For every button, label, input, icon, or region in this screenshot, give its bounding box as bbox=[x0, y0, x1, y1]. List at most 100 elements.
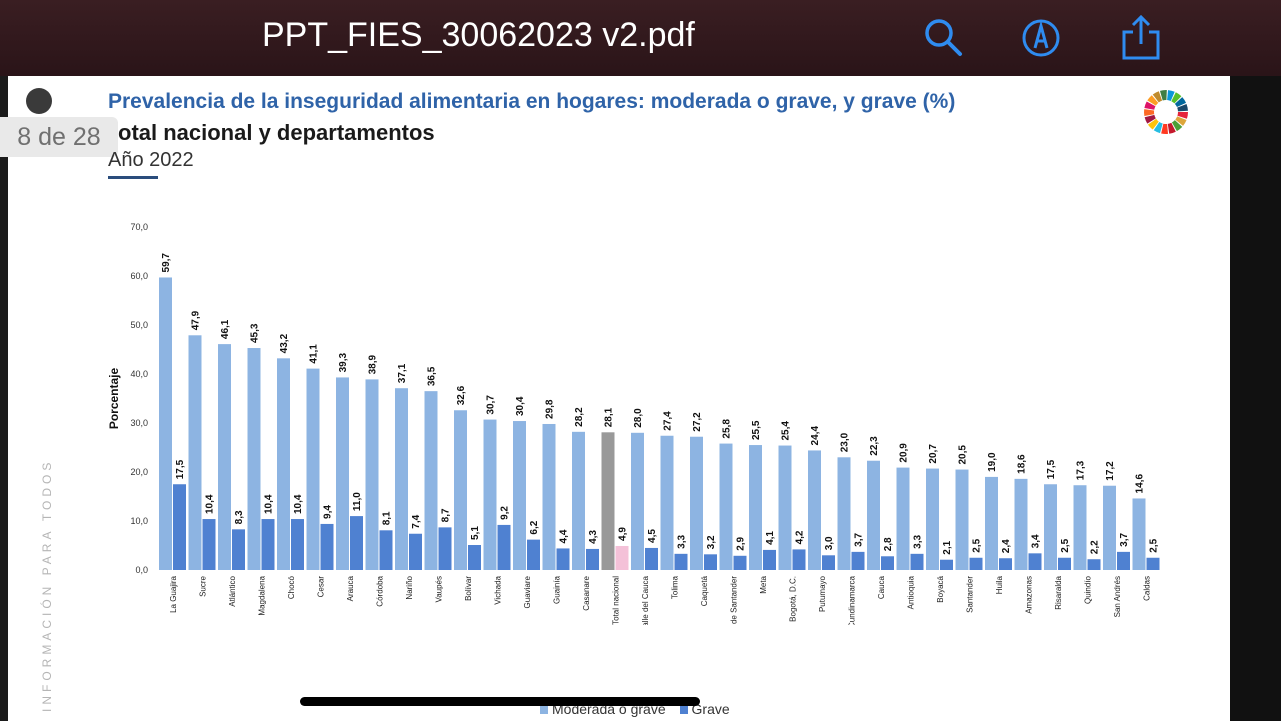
side-slogan: INFORMACIÓN PARA TODOS bbox=[40, 458, 54, 712]
data-label-grave: 7,4 bbox=[411, 514, 422, 528]
x-category-label: Amazonas bbox=[1025, 576, 1034, 614]
data-label-grave: 10,4 bbox=[205, 494, 216, 514]
share-icon[interactable] bbox=[1118, 14, 1164, 60]
x-category-label: Valle del Cauca bbox=[641, 575, 650, 625]
bar-grave bbox=[881, 556, 894, 570]
data-label-moderada: 32,6 bbox=[456, 385, 467, 405]
document-title: PPT_FIES_30062023 v2.pdf bbox=[262, 16, 695, 54]
x-category-label: Bolívar bbox=[464, 576, 473, 601]
data-label-grave: 4,3 bbox=[588, 530, 599, 544]
bar-grave bbox=[1146, 557, 1160, 570]
data-label-moderada: 59,7 bbox=[161, 253, 172, 273]
data-label-grave: 2,1 bbox=[942, 540, 953, 554]
sdg-segment bbox=[1159, 90, 1167, 101]
bar-grave bbox=[409, 533, 422, 570]
x-category-label: Vichada bbox=[494, 575, 503, 604]
data-label-grave: 2,5 bbox=[1060, 538, 1071, 552]
data-label-moderada: 25,4 bbox=[781, 421, 792, 441]
data-label-grave: 2,9 bbox=[736, 536, 747, 550]
y-axis-label: Porcentaje bbox=[107, 367, 121, 429]
data-label-grave: 17,5 bbox=[175, 459, 186, 479]
x-category-label: Vaupés bbox=[435, 576, 444, 603]
legend-label-grave: Grave bbox=[691, 701, 730, 717]
bar-grave bbox=[586, 548, 599, 570]
data-label-moderada: 20,5 bbox=[958, 445, 969, 465]
bar-grave bbox=[468, 545, 481, 570]
sdg-segment bbox=[1147, 118, 1159, 130]
y-tick-label: 10,0 bbox=[130, 516, 148, 526]
bar-grave bbox=[1058, 557, 1071, 570]
bar-moderada bbox=[660, 435, 674, 570]
sdg-segment bbox=[1177, 104, 1188, 112]
bar-moderada bbox=[690, 436, 703, 570]
data-label-moderada: 28,0 bbox=[633, 408, 644, 428]
bar-grave bbox=[763, 549, 776, 570]
data-label-grave: 5,1 bbox=[470, 526, 481, 540]
institution-logo bbox=[26, 88, 52, 114]
bar-grave bbox=[527, 539, 540, 570]
bar-moderada bbox=[336, 377, 349, 570]
horizontal-scrollbar[interactable] bbox=[300, 697, 700, 706]
bar-grave bbox=[940, 559, 953, 570]
x-category-label: Guainía bbox=[553, 575, 562, 604]
y-tick-label: 60,0 bbox=[130, 271, 148, 281]
bar-moderada bbox=[631, 432, 644, 570]
data-label-grave: 3,2 bbox=[706, 535, 717, 549]
bar-moderada bbox=[808, 450, 821, 570]
data-label-moderada: 17,5 bbox=[1046, 459, 1057, 479]
markup-icon[interactable] bbox=[1018, 14, 1064, 60]
x-category-label: Total nacional bbox=[612, 576, 621, 625]
legend-swatch-moderate bbox=[540, 706, 548, 715]
x-category-label: Cundinamarca bbox=[848, 575, 857, 625]
data-label-grave: 2,4 bbox=[1001, 539, 1012, 553]
sdg-segment bbox=[1174, 97, 1187, 108]
slide-subtitle: otal nacional y departamentos bbox=[118, 120, 435, 145]
legend-swatch-grave bbox=[679, 706, 688, 715]
y-tick-label: 40,0 bbox=[130, 369, 148, 379]
x-category-label: Arauca bbox=[346, 575, 355, 601]
data-label-grave: 3,0 bbox=[824, 536, 835, 550]
x-category-label: Chocó bbox=[287, 575, 296, 599]
bar-grave bbox=[733, 555, 747, 570]
y-tick-label: 0,0 bbox=[135, 565, 148, 575]
sdg-segment bbox=[1175, 116, 1187, 126]
bar-moderada bbox=[1073, 485, 1087, 570]
slide-title: Prevalencia de la inseguridad alimentari… bbox=[108, 90, 956, 113]
bar-moderada bbox=[247, 348, 261, 570]
bar-grave bbox=[1117, 551, 1130, 570]
bar-moderada bbox=[1044, 484, 1057, 570]
bar-moderada bbox=[749, 445, 762, 570]
search-icon[interactable] bbox=[920, 14, 966, 60]
data-label-moderada: 30,7 bbox=[486, 395, 497, 415]
data-label-grave: 3,3 bbox=[677, 534, 688, 548]
x-category-label: La Guajira bbox=[169, 575, 178, 612]
bar-grave bbox=[999, 558, 1012, 570]
bar-grave bbox=[497, 524, 511, 570]
bar-moderada bbox=[719, 443, 733, 570]
data-label-grave: 3,4 bbox=[1031, 534, 1042, 548]
data-label-moderada: 46,1 bbox=[220, 319, 231, 339]
data-label-moderada: 17,3 bbox=[1076, 460, 1087, 480]
data-label-moderada: 39,3 bbox=[338, 353, 349, 373]
bar-moderada bbox=[306, 368, 320, 570]
bar-moderada bbox=[277, 358, 290, 570]
pdf-page bbox=[8, 76, 1230, 721]
data-label-grave: 9,4 bbox=[323, 505, 334, 519]
x-category-label: Magdalena bbox=[258, 575, 267, 615]
data-label-moderada: 28,1 bbox=[604, 407, 615, 427]
data-label-grave: 10,4 bbox=[264, 494, 275, 514]
x-category-label: Boyacá bbox=[936, 575, 945, 602]
bar-grave bbox=[792, 549, 806, 570]
data-label-grave: 3,7 bbox=[1119, 533, 1130, 547]
data-label-moderada: 20,7 bbox=[928, 444, 939, 464]
data-label-moderada: 43,2 bbox=[279, 333, 290, 353]
bar-moderada bbox=[424, 391, 438, 570]
sdg-segment bbox=[1144, 114, 1156, 124]
data-label-grave: 2,2 bbox=[1090, 540, 1101, 554]
bar-moderada bbox=[985, 476, 998, 570]
data-label-moderada: 27,2 bbox=[692, 412, 703, 432]
bar-moderada bbox=[601, 432, 615, 570]
bar-grave bbox=[379, 530, 393, 570]
x-category-label: Sucre bbox=[199, 575, 208, 596]
bar-moderada bbox=[1014, 478, 1028, 570]
